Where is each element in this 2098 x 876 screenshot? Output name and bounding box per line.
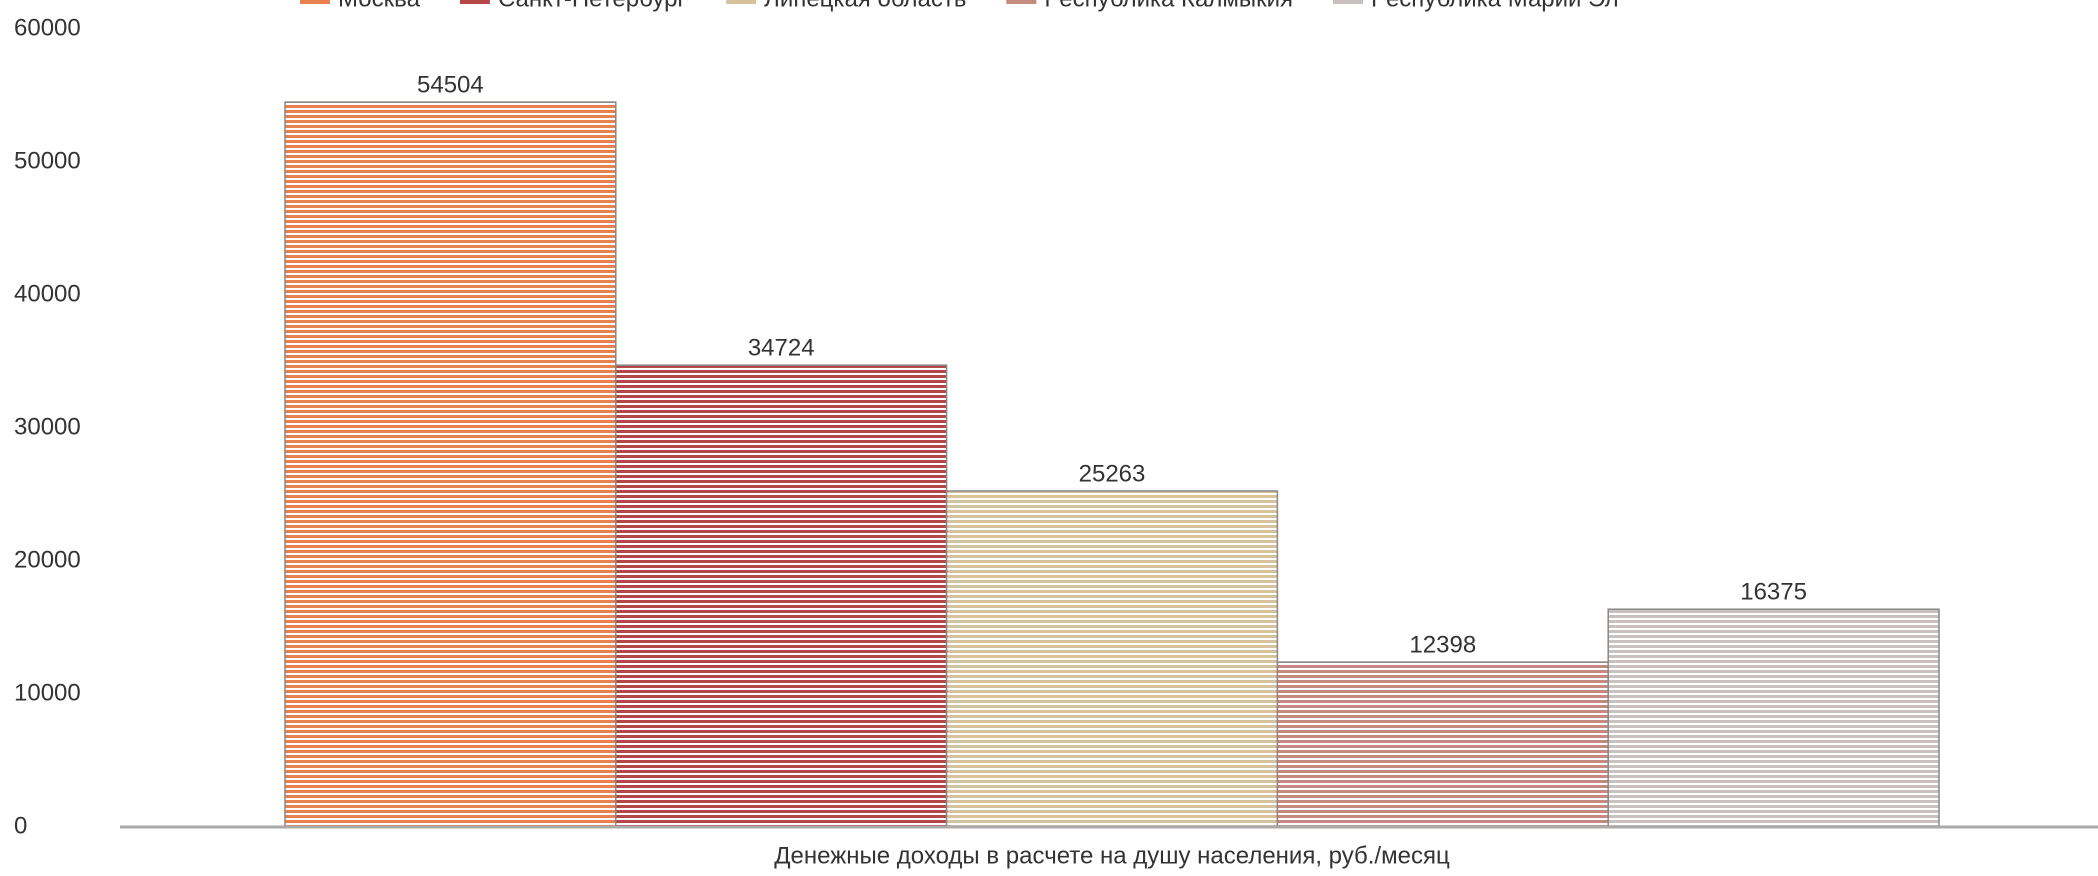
data-label: 34724 [748, 335, 815, 362]
bar [945, 490, 1279, 828]
legend-swatch [726, 0, 757, 4]
bar [284, 101, 617, 828]
x-tick-label: Денежные доходы в расчете на душу населе… [774, 842, 1450, 869]
legend-label: Москва [338, 0, 421, 12]
bar [1607, 608, 1940, 828]
y-tick-label: 50000 [14, 147, 81, 174]
y-tick-label: 60000 [14, 14, 81, 41]
legend-label: Санкт-Петербург [498, 0, 686, 12]
legend-swatch [1333, 0, 1363, 4]
bar [615, 364, 948, 828]
y-tick-label: 10000 [14, 679, 81, 706]
legend-swatch [300, 0, 330, 4]
data-label: 16375 [1740, 579, 1807, 606]
legend-label: Республика Калмыкия [1044, 0, 1293, 12]
legend-swatch [1006, 0, 1037, 4]
data-label: 12398 [1409, 631, 1476, 658]
y-tick-label: 30000 [14, 413, 81, 440]
legend-label: Республика Марий Эл [1371, 0, 1619, 12]
legend-label: Липецкая область [764, 0, 966, 12]
bar [1276, 661, 1609, 828]
legend-swatch [459, 0, 490, 4]
y-tick-label: 20000 [14, 546, 81, 573]
y-tick-label: 40000 [14, 280, 81, 307]
data-label: 25263 [1079, 460, 1146, 487]
y-tick-label: 0 [14, 812, 27, 839]
data-label: 54504 [417, 71, 484, 98]
